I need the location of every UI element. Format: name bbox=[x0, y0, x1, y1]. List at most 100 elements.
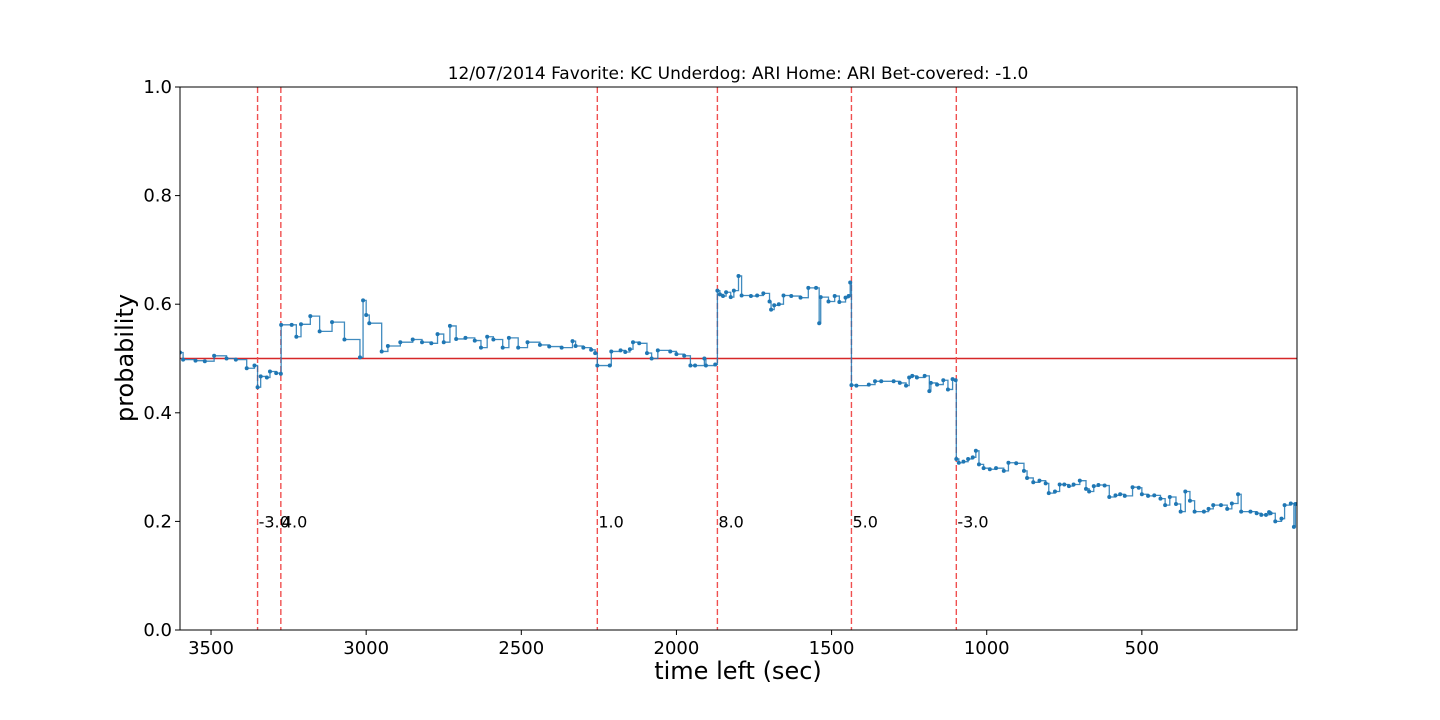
y-tick-label: 0.2 bbox=[143, 511, 172, 532]
data-point bbox=[1273, 519, 1278, 524]
data-point bbox=[618, 348, 623, 353]
data-point bbox=[674, 352, 679, 357]
data-point bbox=[506, 335, 511, 340]
data-point bbox=[1239, 509, 1244, 514]
data-point bbox=[854, 383, 859, 388]
data-point bbox=[631, 340, 636, 345]
data-point bbox=[447, 323, 452, 328]
data-point bbox=[769, 307, 774, 312]
data-point bbox=[1293, 502, 1297, 507]
data-point bbox=[1107, 494, 1112, 499]
y-tick-label: 0.4 bbox=[143, 403, 172, 424]
data-point bbox=[724, 290, 729, 295]
data-point bbox=[798, 295, 803, 300]
data-point bbox=[981, 466, 986, 471]
x-axis: 3500 3000 2500 2000 1500 1000 500 bbox=[188, 630, 1159, 659]
x-tick-label: 1000 bbox=[964, 638, 1010, 659]
data-point bbox=[233, 357, 238, 362]
data-point bbox=[970, 455, 975, 460]
data-point bbox=[956, 460, 961, 465]
data-point bbox=[1211, 503, 1216, 508]
data-point bbox=[748, 294, 753, 299]
data-point bbox=[814, 285, 819, 290]
data-point bbox=[1113, 493, 1118, 498]
plot-area: -3.04.0 1.0 8.0 5.0 -3.0 bbox=[180, 87, 1297, 630]
data-point bbox=[429, 341, 434, 346]
data-point bbox=[1192, 509, 1197, 514]
data-point bbox=[478, 345, 483, 350]
data-point bbox=[1052, 489, 1057, 494]
data-point bbox=[713, 362, 718, 367]
data-point bbox=[739, 293, 744, 298]
data-point bbox=[914, 375, 919, 380]
data-point bbox=[420, 340, 425, 345]
data-point bbox=[516, 345, 521, 350]
score-change-label: -3.0 bbox=[259, 512, 290, 531]
data-point bbox=[1183, 489, 1188, 494]
data-point bbox=[1071, 482, 1076, 487]
data-point bbox=[1254, 511, 1259, 516]
y-tick-label: 0.8 bbox=[143, 186, 172, 207]
data-point bbox=[945, 387, 950, 392]
data-point bbox=[1025, 475, 1030, 480]
data-point bbox=[1130, 485, 1135, 490]
data-point bbox=[317, 329, 322, 334]
data-point bbox=[609, 349, 614, 354]
data-point bbox=[1139, 492, 1144, 497]
data-point bbox=[308, 314, 313, 319]
data-point bbox=[193, 358, 198, 363]
y-axis-label: probability bbox=[111, 294, 139, 422]
data-point bbox=[212, 353, 217, 358]
data-point bbox=[910, 373, 915, 378]
data-point bbox=[410, 337, 415, 342]
data-point bbox=[1163, 503, 1168, 508]
data-point bbox=[1046, 491, 1051, 496]
data-point bbox=[1062, 482, 1067, 487]
data-point bbox=[702, 356, 707, 361]
data-point bbox=[720, 294, 725, 299]
data-point bbox=[361, 298, 366, 303]
data-point bbox=[789, 294, 794, 299]
data-point bbox=[703, 363, 708, 368]
x-tick-label: 3500 bbox=[188, 638, 234, 659]
data-point bbox=[573, 344, 578, 349]
y-axis: 0.0 0.2 0.4 0.6 0.8 1.0 bbox=[143, 77, 180, 641]
data-point bbox=[826, 299, 831, 304]
data-point bbox=[849, 383, 854, 388]
data-point bbox=[761, 291, 766, 296]
score-change-label: 1.0 bbox=[598, 512, 623, 531]
data-point bbox=[278, 371, 283, 376]
data-point bbox=[1118, 492, 1123, 497]
data-point bbox=[817, 321, 822, 326]
data-point bbox=[953, 378, 958, 383]
data-point bbox=[1152, 493, 1157, 498]
data-point bbox=[1268, 511, 1273, 516]
data-point bbox=[364, 313, 369, 318]
data-point bbox=[627, 347, 632, 352]
data-point bbox=[866, 382, 871, 387]
data-point bbox=[367, 321, 372, 326]
data-point bbox=[385, 344, 390, 349]
axes-frame bbox=[179, 86, 1298, 631]
y-tick-label: 0.0 bbox=[143, 620, 172, 641]
data-point bbox=[1037, 478, 1042, 483]
data-point bbox=[966, 456, 971, 461]
data-point bbox=[274, 371, 279, 376]
data-point bbox=[1006, 460, 1011, 465]
score-change-label: 8.0 bbox=[718, 512, 743, 531]
data-point bbox=[595, 363, 600, 368]
data-point bbox=[837, 300, 842, 305]
data-point bbox=[1225, 506, 1230, 511]
data-point bbox=[1102, 483, 1107, 488]
data-point bbox=[1178, 509, 1183, 514]
data-point bbox=[1236, 492, 1241, 497]
data-point bbox=[1122, 493, 1127, 498]
data-point bbox=[379, 349, 384, 354]
data-point bbox=[1229, 501, 1234, 506]
data-point bbox=[1187, 498, 1192, 503]
data-point bbox=[454, 336, 459, 341]
x-tick-label: 1500 bbox=[809, 638, 855, 659]
data-point bbox=[500, 345, 505, 350]
data-point bbox=[181, 357, 186, 362]
data-point bbox=[279, 322, 284, 327]
